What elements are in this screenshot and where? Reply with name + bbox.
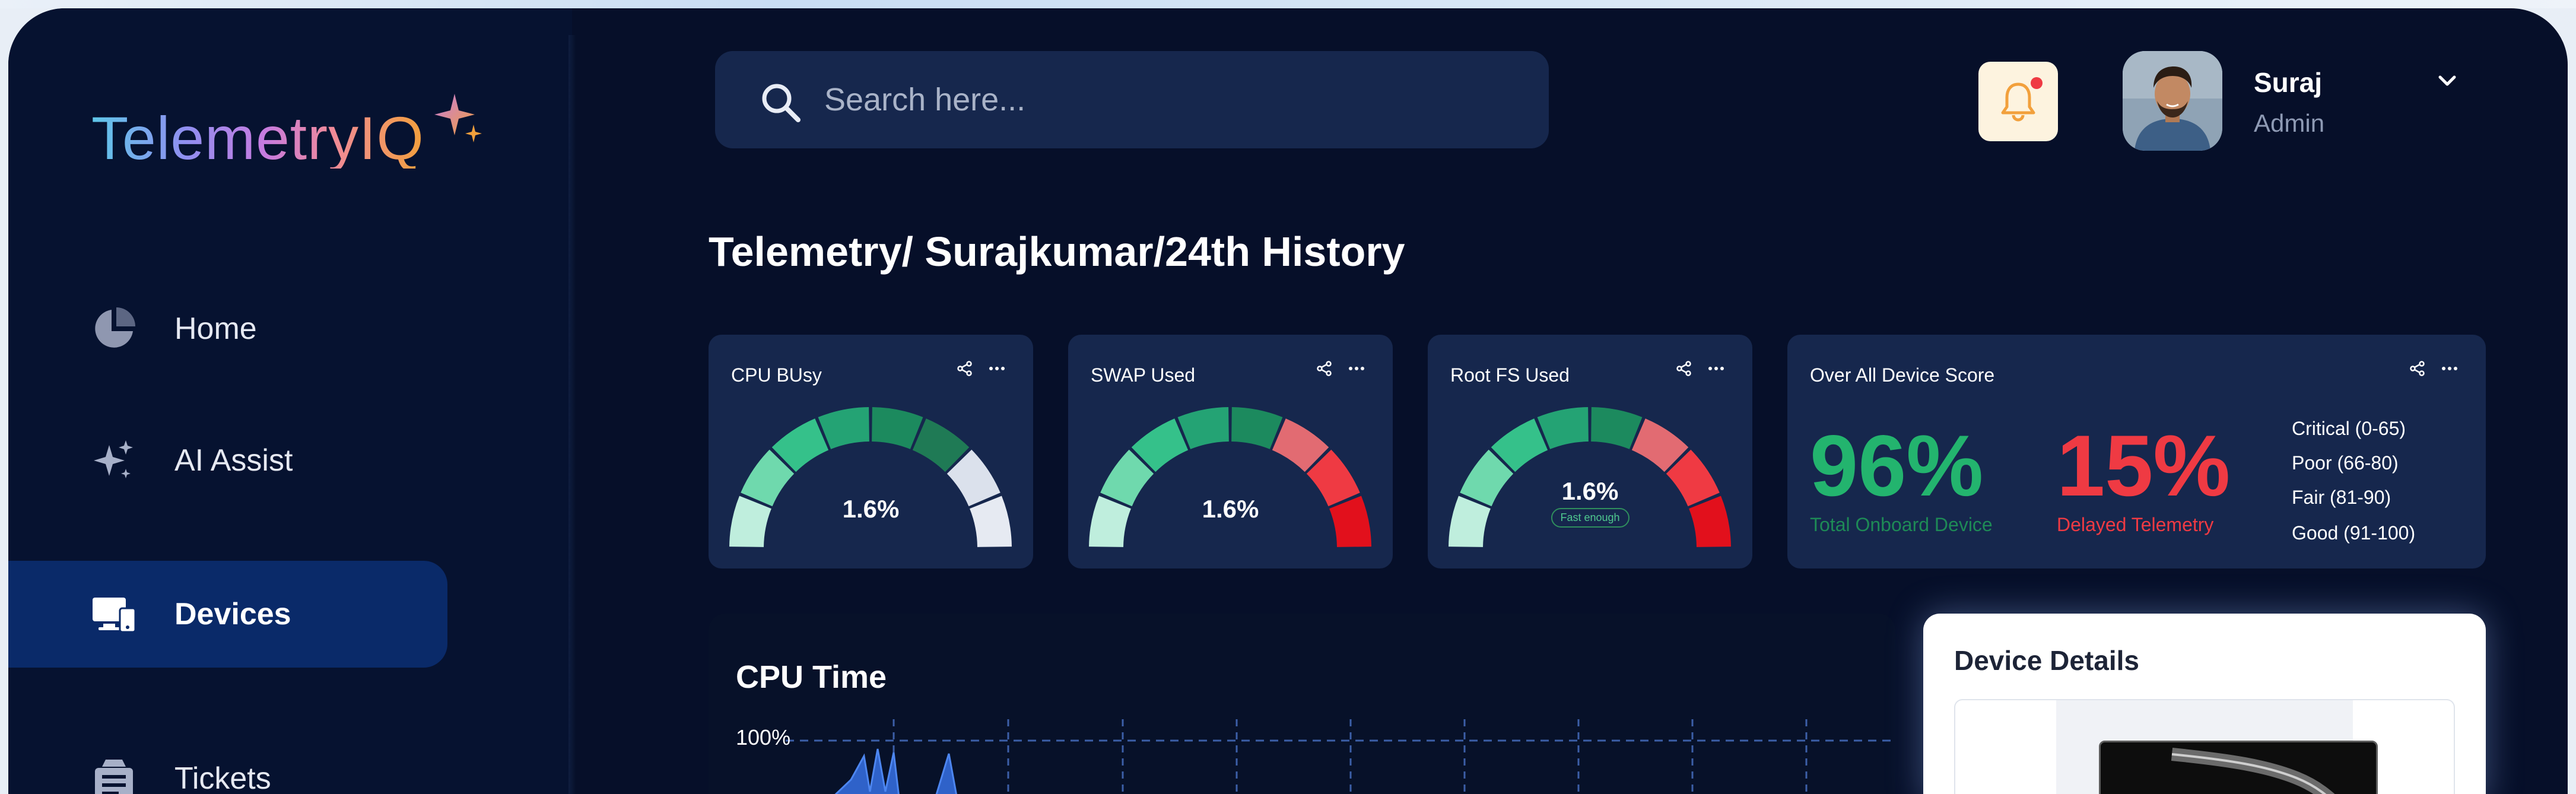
legend-good: Good (91-100) <box>2292 522 2416 544</box>
more-icon[interactable] <box>1349 366 1364 371</box>
sidebar-item-home[interactable]: Home <box>8 275 447 382</box>
more-icon[interactable] <box>2442 366 2457 371</box>
gauge-segment <box>1231 407 1283 449</box>
gauge-segment <box>1177 407 1229 449</box>
device-image <box>2056 700 2378 794</box>
sidebar-item-label: Home <box>174 312 257 346</box>
user-role: Admin <box>2254 109 2325 137</box>
status-badge: Fast enough <box>1551 508 1630 528</box>
share-icon[interactable] <box>1676 361 1692 376</box>
sparkles-icon <box>84 431 144 490</box>
root-fs-gauge <box>1449 407 1731 547</box>
chevron-down-icon[interactable] <box>2435 72 2459 90</box>
device-image-frame <box>1954 699 2455 794</box>
gauge-segment <box>1460 449 1514 507</box>
avatar[interactable] <box>2123 51 2222 151</box>
sidebar-divider <box>568 35 576 794</box>
onboard-label: Total Onboard Device <box>1810 514 1993 535</box>
onboard-score: 96% <box>1810 417 1984 514</box>
gauge-segment <box>1449 496 1491 547</box>
cpu-busy-card: CPU BUsy 1.6% <box>709 335 1033 568</box>
gauge-value: 1.6% <box>1561 477 1619 505</box>
more-icon[interactable] <box>1708 366 1724 371</box>
gauge-segment <box>729 496 771 547</box>
gauge-segment <box>1491 418 1548 472</box>
gauge-segment <box>1666 449 1720 507</box>
gauge-segment <box>912 418 970 472</box>
search-icon <box>762 84 801 122</box>
search-input[interactable] <box>824 75 1507 125</box>
top-strip <box>0 0 2576 8</box>
sparkle-icon <box>434 94 482 142</box>
app-window: TelemetryIQ Home AI A <box>8 8 2568 794</box>
card-title: Over All Device Score <box>1810 364 1995 386</box>
gauge-segment <box>1537 407 1589 449</box>
sidebar-item-label: Devices <box>174 597 291 631</box>
pie-chart-icon <box>84 299 144 358</box>
gauge-value: 1.6% <box>842 495 900 523</box>
card-title: Root FS Used <box>1450 364 1570 386</box>
gauge-segment <box>970 496 1012 547</box>
share-icon[interactable] <box>957 361 973 376</box>
cpu-time-title: CPU Time <box>736 659 887 695</box>
gauge-segment <box>1689 496 1731 547</box>
gauge-segment <box>1591 407 1643 449</box>
device-score-card: Over All Device Score 96% Total Onboard … <box>1787 335 2486 568</box>
notification-button[interactable] <box>1978 62 2058 141</box>
device-screen <box>2099 741 2378 794</box>
devices-icon <box>84 585 144 644</box>
swap-gauge <box>1089 407 1371 547</box>
device-details-panel: Device Details <box>1923 614 2486 794</box>
search-bar[interactable] <box>715 51 1549 148</box>
gauge-segment <box>771 418 829 472</box>
page-title: Telemetry/ Surajkumar/24th History <box>709 228 1405 275</box>
gauge-segment <box>1272 418 1329 472</box>
y-tick-label: 100% <box>736 725 791 749</box>
gauge-segment <box>1631 418 1689 472</box>
gauge-segment <box>741 449 795 507</box>
more-icon[interactable] <box>989 366 1005 371</box>
sidebar-item-devices[interactable]: Devices <box>8 561 447 668</box>
sidebar-item-label: AI Assist <box>174 443 293 478</box>
legend-poor: Poor (66-80) <box>2292 452 2399 474</box>
cpu-time-chart <box>786 719 1895 794</box>
gauge-segment <box>872 407 923 449</box>
swap-used-card: SWAP Used 1.6% <box>1068 335 1393 568</box>
ticket-icon <box>84 749 144 794</box>
sidebar-item-tickets[interactable]: Tickets <box>8 725 447 794</box>
gauge-segment <box>1306 449 1360 507</box>
sidebar-item-ai-assist[interactable]: AI Assist <box>8 407 447 514</box>
gauge-segment <box>1131 418 1189 472</box>
gauge-segment <box>1089 496 1131 547</box>
delayed-score: 15% <box>2057 417 2231 514</box>
card-title: CPU BUsy <box>731 364 822 386</box>
root-fs-used-card: Root FS Used 1.6% Fast enough <box>1428 335 1752 568</box>
legend-fair: Fair (81-90) <box>2292 487 2391 508</box>
sidebar: TelemetryIQ Home AI A <box>8 8 572 794</box>
card-title: SWAP Used <box>1091 364 1196 386</box>
logo: TelemetryIQ <box>91 104 424 172</box>
sidebar-item-label: Tickets <box>174 761 271 794</box>
gauge-segment <box>818 407 869 449</box>
device-details-title: Device Details <box>1954 645 2139 676</box>
gauge-segment <box>946 449 1000 507</box>
gauge-segment <box>1329 496 1371 547</box>
share-icon[interactable] <box>1317 361 1332 376</box>
cpu-time-panel <box>709 614 1895 794</box>
gauge-segment <box>1100 449 1154 507</box>
user-name[interactable]: Suraj <box>2254 67 2323 98</box>
legend-critical: Critical (0-65) <box>2292 418 2406 439</box>
notification-dot <box>2031 77 2043 89</box>
gauge-value: 1.6% <box>1202 495 1259 523</box>
bell-icon <box>2001 82 2035 122</box>
share-icon[interactable] <box>2410 361 2425 376</box>
cpu-gauge <box>729 407 1012 547</box>
delayed-label: Delayed Telemetry <box>2057 514 2214 535</box>
